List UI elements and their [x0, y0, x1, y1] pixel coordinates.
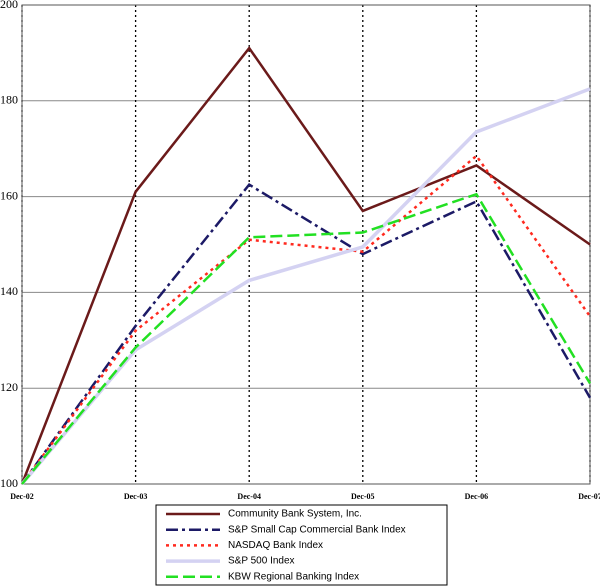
series-line — [20, 182, 592, 485]
x-tick-label: Dec-06 — [465, 492, 489, 501]
series-line — [20, 87, 591, 486]
legend-box — [155, 504, 448, 586]
y-tick-label: 160 — [0, 188, 18, 202]
y-tick-label: 140 — [0, 284, 18, 298]
legend-label: Community Bank System, Inc. — [228, 509, 362, 520]
x-tick-label: Dec-07 — [578, 492, 600, 501]
series-line — [20, 154, 592, 485]
legend-label: NASDAQ Bank Index — [228, 540, 323, 551]
series-line — [21, 192, 592, 485]
series-line — [20, 46, 591, 485]
x-tick-label: Dec-05 — [351, 492, 375, 501]
x-tick-label: Dec-03 — [124, 492, 148, 501]
legend-label: KBW Regional Banking Index — [228, 571, 359, 582]
y-tick-label: 200 — [0, 0, 18, 11]
y-tick-label: 180 — [0, 93, 18, 107]
legend-label: S&P Small Cap Commercial Bank Index — [228, 524, 406, 535]
x-tick-label: Dec-02 — [10, 492, 34, 501]
y-tick-label: 100 — [0, 476, 18, 490]
x-tick-label: Dec-04 — [237, 492, 261, 501]
y-tick-label: 120 — [0, 380, 18, 394]
legend-label: S&P 500 Index — [228, 556, 295, 567]
